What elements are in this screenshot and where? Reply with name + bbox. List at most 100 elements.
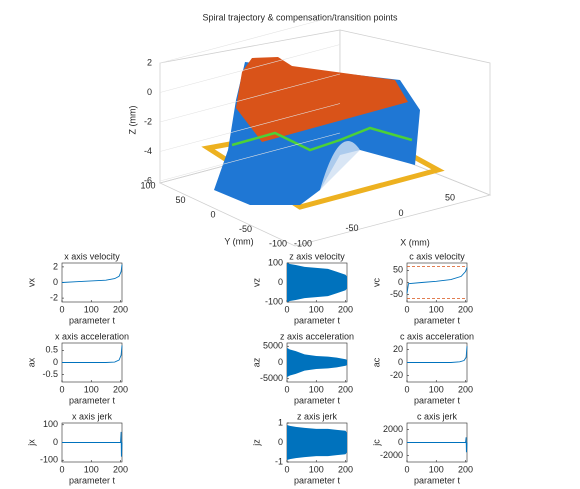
x-tick-label: 100 (309, 464, 324, 474)
x-tick-label: 0 (398, 208, 403, 218)
x-axis-label: parameter t (69, 395, 116, 405)
y-tick-label: -0.5 (42, 369, 58, 379)
grid-line (159, 14, 341, 64)
x-axis-label: parameter t (294, 315, 341, 325)
data-line (61, 264, 123, 283)
x-tick-label: 100 (84, 464, 99, 474)
y-tick-label: 0 (210, 209, 215, 219)
subplot-title: z axis velocity (289, 251, 345, 261)
x-tick-label: 0 (59, 464, 64, 474)
y-tick-label: 0 (278, 437, 283, 447)
y-tick-label: -1 (275, 456, 283, 466)
data-line (406, 267, 468, 294)
x-tick-label: 200 (458, 384, 473, 394)
data-line (62, 431, 123, 457)
x-tick-label: 0 (59, 384, 64, 394)
y-tick-label: 0 (278, 277, 283, 287)
subplot-title: c axis velocity (409, 251, 465, 261)
grid-line (159, 44, 341, 93)
x-tick-label: 0 (404, 464, 409, 474)
x-tick-label: 100 (309, 384, 324, 394)
y-axis-label: vc (371, 278, 381, 288)
oscillation-band (287, 263, 347, 302)
y-tick-label: 50 (175, 195, 185, 205)
x-tick-label: 100 (84, 384, 99, 394)
y-tick-label: -2000 (380, 450, 403, 460)
x-tick-label: 0 (284, 384, 289, 394)
y-tick-label: 0 (53, 357, 58, 367)
y-tick-label: 100 (268, 257, 283, 267)
y-tick-label: 0 (53, 277, 58, 287)
x-tick-label: 0 (404, 304, 409, 314)
grid-line (159, 103, 341, 152)
subplot-title: z axis jerk (297, 411, 338, 421)
y-axis-label: vz (251, 278, 261, 288)
y-tick-label: 100 (140, 180, 155, 190)
grid-line (159, 132, 341, 182)
y-tick-label: -50 (390, 289, 403, 299)
y-tick-label: -50 (239, 224, 252, 234)
z-tick-label: 2 (147, 57, 152, 67)
arch (320, 141, 360, 190)
x-axis-label: parameter t (414, 475, 461, 485)
x-tick-label: 200 (113, 304, 128, 314)
compensation-line (231, 126, 413, 152)
x-tick-label: 100 (309, 304, 324, 314)
x-tick-label: 200 (113, 464, 128, 474)
subplot-title: c axis jerk (417, 411, 458, 421)
x-axis-label: X (mm) (400, 237, 430, 247)
x-tick-label: 0 (59, 304, 64, 314)
y-tick-label: -100 (269, 238, 287, 248)
data-line (62, 345, 123, 363)
y-tick-label: 0 (398, 437, 403, 447)
x-axis-label: parameter t (69, 315, 116, 325)
x-tick-label: 200 (338, 464, 353, 474)
x-tick-label: 100 (429, 464, 444, 474)
x-tick-label: 100 (429, 384, 444, 394)
y-tick-label: 100 (43, 419, 58, 429)
x-axis-label: parameter t (414, 395, 461, 405)
plot-area (61, 262, 123, 303)
y-tick-label: 0 (398, 277, 403, 287)
plot-area (406, 262, 468, 303)
x-tick-label: 0 (284, 304, 289, 314)
x-axis-label: parameter t (414, 315, 461, 325)
x-tick-label: 200 (458, 464, 473, 474)
oscillation-band (287, 424, 347, 461)
subplot-title: x axis velocity (64, 251, 120, 261)
y-tick-label: 5000 (263, 341, 283, 351)
spiral-top (236, 57, 408, 142)
z-tick-label: 0 (147, 87, 152, 97)
x-tick-label: 0 (404, 384, 409, 394)
x-axis-label: parameter t (294, 395, 341, 405)
x-tick-label: -50 (345, 223, 358, 233)
y-tick-label: 50 (393, 265, 403, 275)
data-line (407, 346, 468, 363)
x-tick-label: 100 (429, 304, 444, 314)
y-tick-label: 2 (53, 261, 58, 271)
x-tick-label: 100 (84, 304, 99, 314)
chart-title: Spiral trajectory & compensation/transit… (202, 12, 398, 22)
z-tick-label: -4 (144, 146, 152, 156)
y-axis-label: jc (371, 439, 381, 447)
y-axis-label: ax (26, 357, 36, 367)
x-axis-label: parameter t (294, 475, 341, 485)
z-axis-label: Z (mm) (127, 106, 137, 135)
x-tick-label: 200 (338, 384, 353, 394)
subplot-title: x axis acceleration (55, 331, 129, 341)
y-axis-label: Y (mm) (224, 236, 253, 246)
y-tick-label: 2000 (383, 424, 403, 434)
data-line (407, 437, 468, 453)
y-tick-label: -20 (390, 370, 403, 380)
x-tick-label: 50 (445, 193, 455, 203)
x-tick-label: 200 (458, 304, 473, 314)
subplot-title: z axis acceleration (280, 331, 354, 341)
y-axis-label: az (251, 357, 261, 367)
x-axis-label: parameter t (69, 475, 116, 485)
x-tick-label: 0 (284, 464, 289, 474)
y-tick-label: -5000 (260, 373, 283, 383)
subplot-title: x axis jerk (72, 411, 113, 421)
x-tick-label: 200 (113, 384, 128, 394)
x-tick-label: -100 (294, 238, 312, 248)
y-axis-label: vx (26, 278, 36, 288)
